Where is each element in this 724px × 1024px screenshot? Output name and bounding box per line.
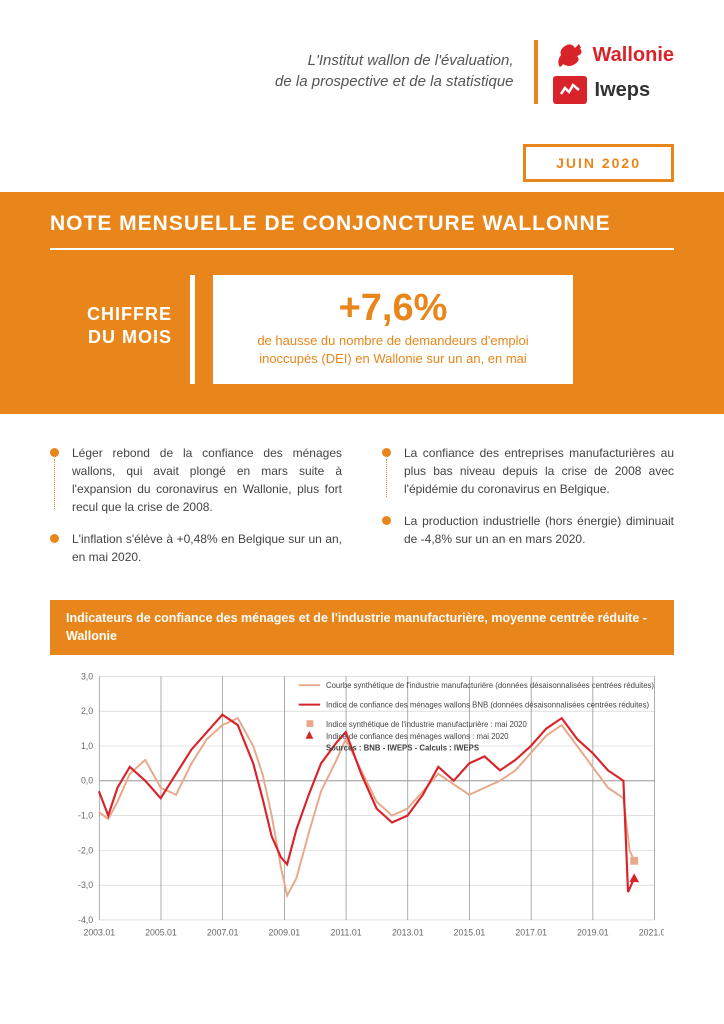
svg-text:1,0: 1,0	[81, 741, 93, 751]
bullets-left: Léger rebond de la confiance des ménages…	[50, 444, 342, 580]
svg-text:Indice de confiance des ménage: Indice de confiance des ménages wallons …	[326, 701, 650, 710]
institute-line: de la prospective et de la statistique	[50, 71, 514, 92]
iweps-icon	[553, 76, 587, 104]
chiffre-box: +7,6% de hausse du nombre de demandeurs …	[213, 275, 573, 384]
svg-text:2,0: 2,0	[81, 706, 93, 716]
svg-text:3,0: 3,0	[81, 672, 93, 682]
title-band: NOTE MENSUELLE DE CONJONCTURE WALLONNE C…	[0, 192, 724, 414]
bullet-item: La production industrielle (hors énergie…	[382, 512, 674, 548]
bullet-item: L'inflation s'élève à +0,48% en Belgique…	[50, 530, 342, 566]
svg-text:2011.01: 2011.01	[331, 928, 362, 938]
institute-line: L'Institut wallon de l'évaluation,	[50, 50, 514, 71]
svg-text:Indice synthétique de l'indust: Indice synthétique de l'industrie manufa…	[326, 720, 528, 729]
chart-section: Indicateurs de confiance des ménages et …	[0, 600, 724, 950]
wallonie-logo: Wallonie	[553, 40, 674, 70]
svg-text:2013.01: 2013.01	[392, 928, 424, 938]
svg-text:2017.01: 2017.01	[515, 928, 547, 938]
svg-text:2021.01: 2021.01	[639, 928, 664, 938]
svg-text:Courbe synthétique de l'indust: Courbe synthétique de l'industrie manufa…	[326, 681, 654, 690]
rooster-icon	[553, 40, 587, 70]
chiffre-desc: de hausse du nombre de demandeurs d'empl…	[243, 332, 543, 368]
svg-text:-2,0: -2,0	[78, 846, 93, 856]
svg-text:2019.01: 2019.01	[577, 928, 609, 938]
svg-text:2005.01: 2005.01	[145, 928, 177, 938]
svg-text:2009.01: 2009.01	[269, 928, 301, 938]
institute-name: L'Institut wallon de l'évaluation, de la…	[50, 40, 534, 92]
svg-text:2007.01: 2007.01	[207, 928, 239, 938]
confidence-chart: -4,0 -3,0 -2,0 -1,0 0,0 1,0 2,0 3,0 2003.01 2005.…	[60, 665, 664, 945]
main-title: NOTE MENSUELLE DE CONJONCTURE WALLONNE	[50, 212, 674, 250]
chiffre-value: +7,6%	[243, 287, 543, 330]
chiffre-row: CHIFFRE DU MOIS +7,6% de hausse du nombr…	[50, 250, 674, 414]
header: L'Institut wallon de l'évaluation, de la…	[0, 0, 724, 124]
svg-text:-4,0: -4,0	[78, 915, 93, 925]
chart-title: Indicateurs de confiance des ménages et …	[50, 600, 674, 655]
svg-text:2015.01: 2015.01	[454, 928, 486, 938]
chiffre-label: CHIFFRE DU MOIS	[50, 275, 190, 384]
iweps-logo: Iweps	[553, 76, 674, 104]
svg-text:-1,0: -1,0	[78, 811, 93, 821]
svg-text:-3,0: -3,0	[78, 880, 93, 890]
date-tab: JUIN 2020	[523, 144, 674, 182]
divider	[190, 275, 195, 384]
bullets-section: Léger rebond de la confiance des ménages…	[0, 414, 724, 600]
svg-text:2003.01: 2003.01	[83, 928, 115, 938]
bullet-item: La confiance des entreprises manufacturi…	[382, 444, 674, 498]
bullet-item: Léger rebond de la confiance des ménages…	[50, 444, 342, 516]
svg-text:Indice de confiance des ménage: Indice de confiance des ménages wallons …	[326, 732, 509, 741]
chart-wrap: -4,0 -3,0 -2,0 -1,0 0,0 1,0 2,0 3,0 2003.01 2005.…	[50, 655, 674, 950]
svg-text:0,0: 0,0	[81, 776, 93, 786]
iweps-label: Iweps	[595, 79, 651, 102]
svg-text:Sources : BNB - IWEPS - Calcul: Sources : BNB - IWEPS - Calculs : IWEPS	[326, 744, 479, 753]
wallonie-label: Wallonie	[593, 44, 674, 67]
bullets-right: La confiance des entreprises manufacturi…	[382, 444, 674, 580]
logo-block: Wallonie Iweps	[534, 40, 674, 104]
